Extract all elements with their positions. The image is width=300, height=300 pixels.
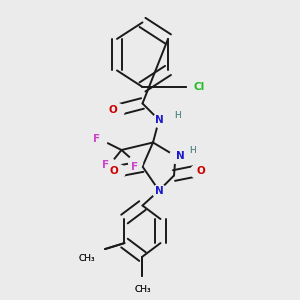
Text: N: N [154, 115, 164, 125]
Text: CH₃: CH₃ [134, 285, 151, 294]
Text: H: H [189, 146, 196, 155]
Text: H: H [174, 111, 181, 120]
Text: N: N [176, 151, 184, 161]
Text: CH₃: CH₃ [79, 254, 95, 262]
Text: H: H [174, 111, 181, 120]
Text: CH₃: CH₃ [79, 254, 95, 262]
Text: F: F [102, 160, 110, 170]
Text: N: N [154, 185, 164, 196]
Text: O: O [108, 105, 117, 115]
Text: F: F [93, 134, 100, 145]
Text: CH₃: CH₃ [134, 285, 151, 294]
Text: O: O [110, 166, 118, 176]
Text: F: F [131, 162, 139, 172]
Text: H: H [189, 146, 196, 155]
Text: Cl: Cl [194, 82, 205, 92]
Text: O: O [196, 166, 205, 176]
